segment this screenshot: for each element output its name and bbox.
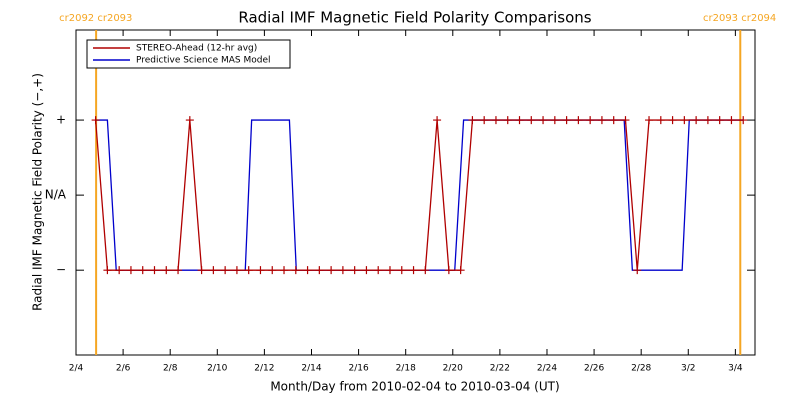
data-point <box>680 116 689 125</box>
data-point <box>668 116 677 125</box>
plot-frame <box>75 29 756 356</box>
data-point <box>280 266 289 275</box>
data-point <box>103 266 112 275</box>
data-point <box>480 116 489 125</box>
data-point <box>338 266 347 275</box>
x-tick-label: 2/22 <box>490 364 510 374</box>
data-point <box>385 266 394 275</box>
data-point <box>303 266 312 275</box>
data-point <box>503 116 512 125</box>
x-tick-label: 2/18 <box>396 364 416 374</box>
data-point <box>91 116 100 125</box>
data-point <box>209 266 218 275</box>
data-point <box>315 266 324 275</box>
data-point <box>444 266 453 275</box>
x-tick-label: 2/10 <box>207 364 227 374</box>
data-point <box>527 116 536 125</box>
legend-label: Predictive Science MAS Model <box>136 56 271 66</box>
data-point <box>397 266 406 275</box>
data-point <box>256 266 265 275</box>
data-point <box>291 266 300 275</box>
data-point <box>456 266 465 275</box>
data-point <box>491 116 500 125</box>
y-tick-label: − <box>56 263 66 277</box>
data-point <box>150 266 159 275</box>
data-point <box>692 116 701 125</box>
data-point <box>621 116 630 125</box>
data-point <box>468 116 477 125</box>
data-point <box>197 266 206 275</box>
x-tick-label: 2/6 <box>116 364 131 374</box>
x-tick-label: 2/14 <box>301 364 321 374</box>
data-point <box>539 116 548 125</box>
y-tick-label: + <box>56 113 66 127</box>
data-point <box>703 116 712 125</box>
x-tick-label: 2/4 <box>69 364 84 374</box>
data-point <box>174 266 183 275</box>
data-point <box>586 116 595 125</box>
x-tick-label: 2/8 <box>163 364 178 374</box>
data-point <box>244 266 253 275</box>
data-point <box>715 116 724 125</box>
data-point <box>633 266 642 275</box>
data-point <box>645 116 654 125</box>
data-point <box>362 266 371 275</box>
data-point <box>421 266 430 275</box>
rotation-label: cr2093 cr2094 <box>703 13 776 24</box>
x-tick-label: 2/24 <box>537 364 557 374</box>
x-tick-label: 2/26 <box>584 364 604 374</box>
y-axis-label: Radial IMF Magnetic Field Polarity (−,+) <box>31 73 45 311</box>
x-tick-label: 2/20 <box>443 364 463 374</box>
data-point <box>350 266 359 275</box>
legend: STEREO-Ahead (12-hr avg) Predictive Scien… <box>86 39 291 69</box>
x-tick-label: 3/4 <box>728 364 743 374</box>
data-point <box>138 266 147 275</box>
data-point <box>409 266 418 275</box>
chart-title: Radial IMF Magnetic Field Polarity Compa… <box>238 9 591 27</box>
legend-box <box>86 39 291 69</box>
data-point <box>268 266 277 275</box>
x-tick-label: 2/12 <box>254 364 274 374</box>
data-point <box>327 266 336 275</box>
data-point <box>739 116 748 125</box>
data-point <box>609 116 618 125</box>
data-point <box>374 266 383 275</box>
x-tick-label: 3/2 <box>681 364 695 374</box>
data-point <box>433 116 442 125</box>
data-point <box>185 116 194 125</box>
x-axis-label: Month/Day from 2010-02-04 to 2010-03-04 … <box>270 380 559 394</box>
data-point <box>126 266 135 275</box>
data-point <box>656 116 665 125</box>
data-point <box>550 116 559 125</box>
data-point <box>515 116 524 125</box>
data-point <box>221 266 230 275</box>
rotation-label: cr2092 cr2093 <box>59 13 132 24</box>
x-tick-label: 2/16 <box>348 364 368 374</box>
data-point <box>162 266 171 275</box>
y-tick-label: N/A <box>45 188 67 202</box>
data-point <box>727 116 736 125</box>
x-tick-label: 2/28 <box>631 364 651 374</box>
data-point <box>574 116 583 125</box>
data-point <box>562 116 571 125</box>
data-point <box>232 266 241 275</box>
legend-label: STEREO-Ahead (12-hr avg) <box>136 44 257 54</box>
data-point <box>115 266 124 275</box>
data-point <box>597 116 606 125</box>
